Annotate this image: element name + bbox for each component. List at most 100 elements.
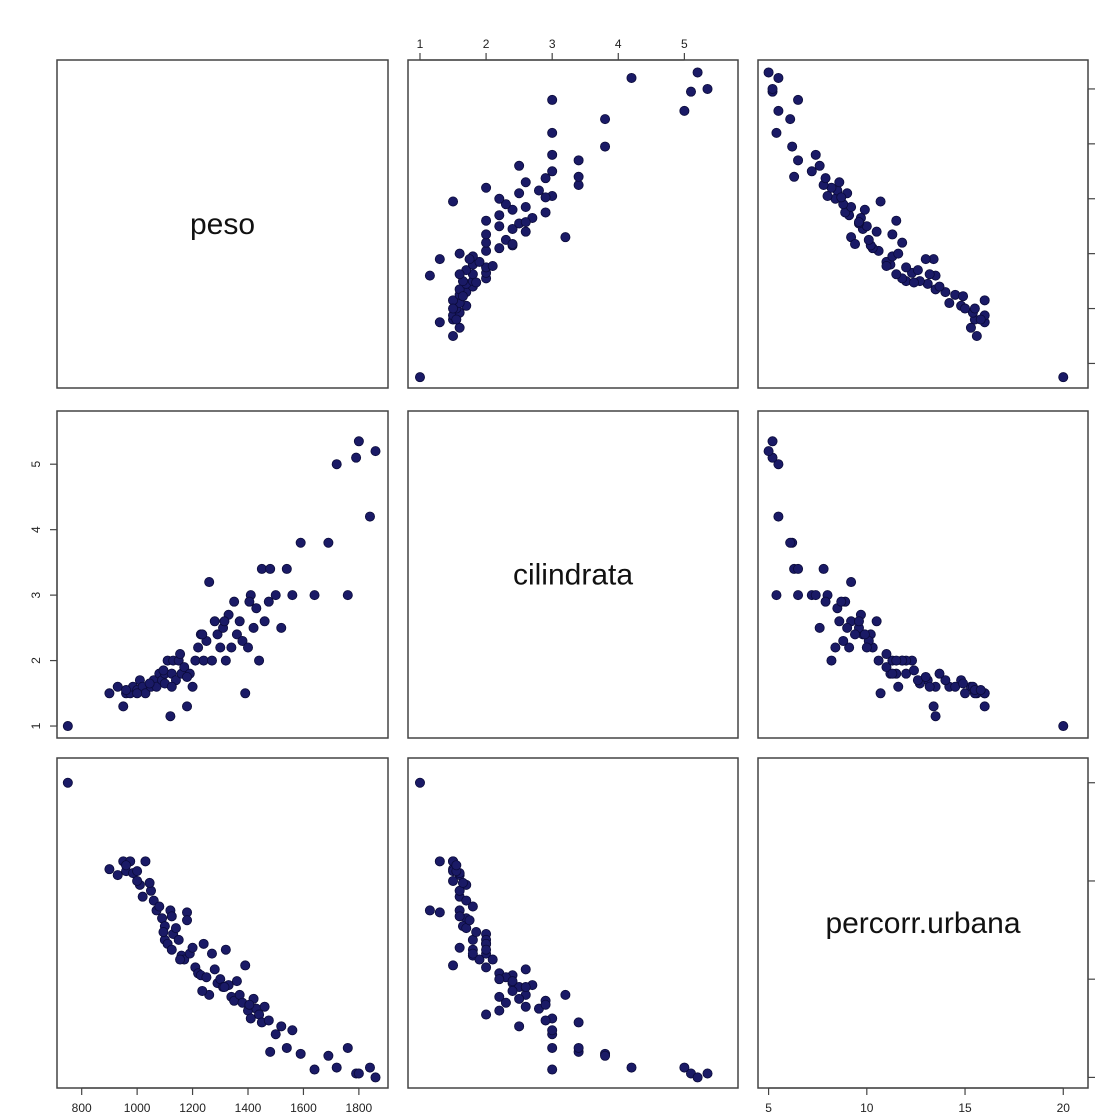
data-point — [773, 511, 784, 522]
data-point — [270, 590, 281, 601]
data-point — [924, 681, 935, 692]
data-point — [494, 193, 505, 204]
data-point — [219, 982, 230, 993]
data-point — [323, 1050, 334, 1061]
data-point — [244, 999, 255, 1010]
diagonal-labels: peso cilindrata percorr.urbana — [190, 208, 1021, 940]
data-point — [934, 281, 945, 292]
data-point — [785, 537, 796, 548]
data-point — [212, 629, 223, 640]
data-point — [166, 944, 177, 955]
tick-label: 800 — [72, 1101, 92, 1115]
data-point — [520, 201, 531, 212]
data-point — [979, 295, 990, 306]
data-point — [193, 642, 204, 653]
data-point — [547, 149, 558, 160]
data-point — [209, 964, 220, 975]
data-point — [481, 944, 492, 955]
data-point — [573, 171, 584, 182]
tick-label: 5 — [765, 1101, 772, 1115]
data-point — [231, 976, 242, 987]
data-point — [507, 976, 518, 987]
data-point — [481, 245, 492, 256]
data-point — [494, 991, 505, 1002]
data-point — [370, 1072, 381, 1083]
data-point — [175, 954, 186, 965]
panel-cilindrata-vs-percorr-urbana — [757, 410, 1089, 739]
data-point — [702, 1068, 713, 1079]
data-point — [112, 681, 123, 692]
data-point — [414, 372, 425, 383]
data-point — [836, 192, 847, 203]
data-point — [520, 982, 531, 993]
data-point — [507, 239, 518, 250]
data-point — [626, 72, 637, 83]
data-point — [457, 877, 468, 888]
data-point — [166, 681, 177, 692]
data-point — [331, 1062, 342, 1073]
data-point — [514, 160, 525, 171]
data-point — [533, 185, 544, 196]
data-point — [342, 590, 353, 601]
data-point — [507, 223, 518, 234]
data-point — [975, 314, 986, 325]
tick-label: 1 — [29, 722, 43, 729]
data-point — [897, 237, 908, 248]
data-point — [112, 870, 123, 881]
tick-label: 4 — [615, 37, 622, 51]
data-point — [600, 114, 611, 125]
data-point — [351, 452, 362, 463]
data-point — [245, 1013, 256, 1024]
data-point — [474, 256, 485, 267]
data-point — [370, 446, 381, 457]
data-point — [140, 856, 151, 867]
data-point — [481, 182, 492, 193]
data-point — [182, 671, 193, 682]
data-point — [875, 196, 886, 207]
data-point — [451, 860, 462, 871]
data-point — [793, 155, 804, 166]
data-point — [1058, 721, 1069, 732]
data-point — [560, 989, 571, 1000]
data-point — [520, 1001, 531, 1012]
data-point — [793, 563, 804, 574]
data-point — [364, 511, 375, 522]
data-point — [969, 303, 980, 314]
tick-label: 20 — [1057, 1101, 1071, 1115]
data-point — [448, 330, 459, 341]
data-point — [281, 1042, 292, 1053]
data-point — [814, 622, 825, 633]
data-point — [573, 1042, 584, 1053]
data-point — [830, 642, 841, 653]
variable-label-percorr-urbana: percorr.urbana — [825, 907, 1020, 940]
data-point — [853, 217, 864, 228]
data-point — [540, 173, 551, 184]
data-point — [891, 655, 902, 666]
data-point — [881, 260, 892, 271]
data-point — [846, 577, 857, 588]
panel-peso-vs-peso — [56, 59, 389, 389]
data-point — [243, 642, 254, 653]
data-point — [971, 330, 982, 341]
data-point — [520, 177, 531, 188]
data-point — [454, 911, 465, 922]
data-point — [820, 173, 831, 184]
data-point — [540, 1015, 551, 1026]
data-point — [826, 655, 837, 666]
tick-label: 4 — [29, 526, 43, 533]
data-point — [859, 629, 870, 640]
data-point — [454, 269, 465, 280]
data-point — [820, 596, 831, 607]
data-point — [276, 1021, 287, 1032]
data-point — [887, 668, 898, 679]
data-point — [763, 67, 774, 78]
data-point — [198, 655, 209, 666]
data-point — [287, 1025, 298, 1036]
data-point — [679, 105, 690, 116]
data-point — [844, 642, 855, 653]
data-point — [144, 877, 155, 888]
data-point — [451, 314, 462, 325]
data-point — [773, 459, 784, 470]
data-point — [1058, 372, 1069, 383]
